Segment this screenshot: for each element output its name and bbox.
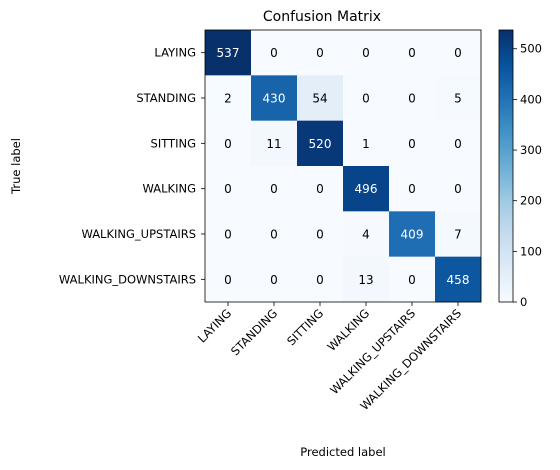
cell-value-label: 0 (408, 182, 416, 196)
heatmap-cells: 537 0 0 0 0 0 2 430 54 0 0 5 0 11 520 1 0 0 0 0 0 496 0 0 0 0 0 4 40… (205, 30, 482, 303)
cell-value-label: 1 (362, 137, 370, 151)
chart-title: Confusion Matrix (263, 9, 381, 25)
x-tick-label: LAYING (195, 306, 234, 345)
cell-value-label: 0 (270, 182, 278, 196)
colorbar-tick-label: 100 (520, 244, 542, 258)
heatmap-cell (205, 120, 252, 167)
heatmap-cell (343, 211, 390, 257)
cell-value-label: 0 (454, 182, 462, 196)
x-tick-label: WALKING_UPSTAIRS (327, 306, 418, 397)
cell-value-label: 520 (309, 137, 332, 151)
y-tick-label: WALKING (143, 182, 196, 196)
colorbar-tick-label: 400 (520, 92, 542, 106)
cell-value-label: 0 (270, 228, 278, 242)
cell-value-label: 0 (224, 137, 232, 151)
heatmap-cell (389, 166, 436, 212)
heatmap-cell (251, 256, 298, 303)
heatmap-cell (205, 256, 252, 303)
heatmap-cell (251, 30, 298, 76)
heatmap-cell (389, 211, 436, 257)
heatmap-cell (251, 120, 298, 167)
heatmap-cell (389, 75, 436, 121)
cell-value-label: 0 (408, 92, 416, 106)
cell-value-label: 0 (408, 137, 416, 151)
y-tick-label: SITTING (151, 136, 196, 150)
y-tick-label: STANDING (136, 91, 196, 105)
heatmap-cell (389, 256, 436, 303)
x-tick-label: SITTING (284, 306, 326, 348)
heatmap-cell (251, 211, 298, 257)
cell-value-label: 11 (266, 137, 281, 151)
heatmap-cell (389, 30, 436, 76)
cell-value-label: 0 (270, 46, 278, 60)
heatmap-cell (435, 166, 482, 212)
heatmap-cell (343, 120, 390, 167)
cell-value-label: 0 (316, 182, 324, 196)
x-tick-label: STANDING (228, 306, 280, 358)
heatmap-cell (297, 256, 344, 303)
heatmap-cell (343, 75, 390, 121)
cell-value-label: 0 (454, 137, 462, 151)
cell-value-label: 5 (454, 92, 462, 106)
heatmap-cell (297, 30, 344, 76)
heatmap-cell (435, 211, 482, 257)
heatmap-cell (389, 120, 436, 167)
colorbar-ticks: 0 100 200 300 400 500 (513, 42, 542, 309)
cell-value-label: 496 (355, 182, 378, 196)
heatmap-cell (251, 75, 298, 121)
cell-value-label: 0 (316, 273, 324, 287)
heatmap-cell (435, 75, 482, 121)
colorbar-tick-label: 300 (520, 143, 542, 157)
heatmap-cell (343, 166, 390, 212)
heatmap-cell (435, 256, 482, 303)
cell-value-label: 0 (270, 273, 278, 287)
heatmap-cell (343, 30, 390, 76)
heatmap-cell (251, 166, 298, 212)
cell-value-label: 54 (312, 92, 327, 106)
heatmap-cell (297, 166, 344, 212)
y-tick-label: LAYING (154, 46, 196, 60)
cell-value-label: 0 (362, 46, 370, 60)
y-axis-label: True label (9, 138, 23, 195)
heatmap-cell (297, 120, 344, 167)
cell-value-label: 0 (454, 46, 462, 60)
cell-value-label: 0 (224, 228, 232, 242)
cell-value-label: 0 (224, 273, 232, 287)
colorbar (498, 29, 514, 303)
heatmap-cell (435, 120, 482, 167)
x-axis-label: Predicted label (300, 445, 385, 459)
heatmap-cell (343, 256, 390, 303)
cell-value-label: 2 (224, 92, 232, 106)
cell-value-label: 409 (401, 228, 424, 242)
cell-value-label: 0 (362, 92, 370, 106)
y-tick-labels: LAYING STANDING SITTING WALKING WALKING_UPST… (59, 46, 205, 286)
cell-value-label: 7 (454, 228, 462, 242)
cell-value-label: 537 (217, 46, 240, 60)
cell-value-label: 0 (224, 182, 232, 196)
cell-value-label: 0 (408, 46, 416, 60)
heatmap-cell (297, 75, 344, 121)
cell-value-label: 430 (263, 92, 286, 106)
cell-value-label: 0 (408, 273, 416, 287)
plot-frame (204, 29, 482, 303)
colorbar-tick-label: 0 (520, 295, 527, 309)
heatmap-cell (435, 30, 482, 76)
cell-value-label: 4 (362, 228, 370, 242)
heatmap-cell (205, 75, 252, 121)
colorbar-tick-label: 500 (520, 42, 542, 56)
cell-value-label: 458 (447, 273, 470, 287)
y-tick-label: WALKING_UPSTAIRS (81, 227, 196, 241)
heatmap-cell (205, 166, 252, 212)
cell-value-label: 0 (316, 228, 324, 242)
y-tick-label: WALKING_DOWNSTAIRS (59, 272, 196, 286)
x-tick-label: WALKING (324, 306, 372, 354)
heatmap-cell (205, 211, 252, 257)
colorbar-tick-label: 200 (520, 194, 542, 208)
cell-value-label: 13 (358, 273, 373, 287)
heatmap-cell (205, 30, 252, 76)
heatmap-cell (297, 211, 344, 257)
cell-value-label: 0 (316, 46, 324, 60)
